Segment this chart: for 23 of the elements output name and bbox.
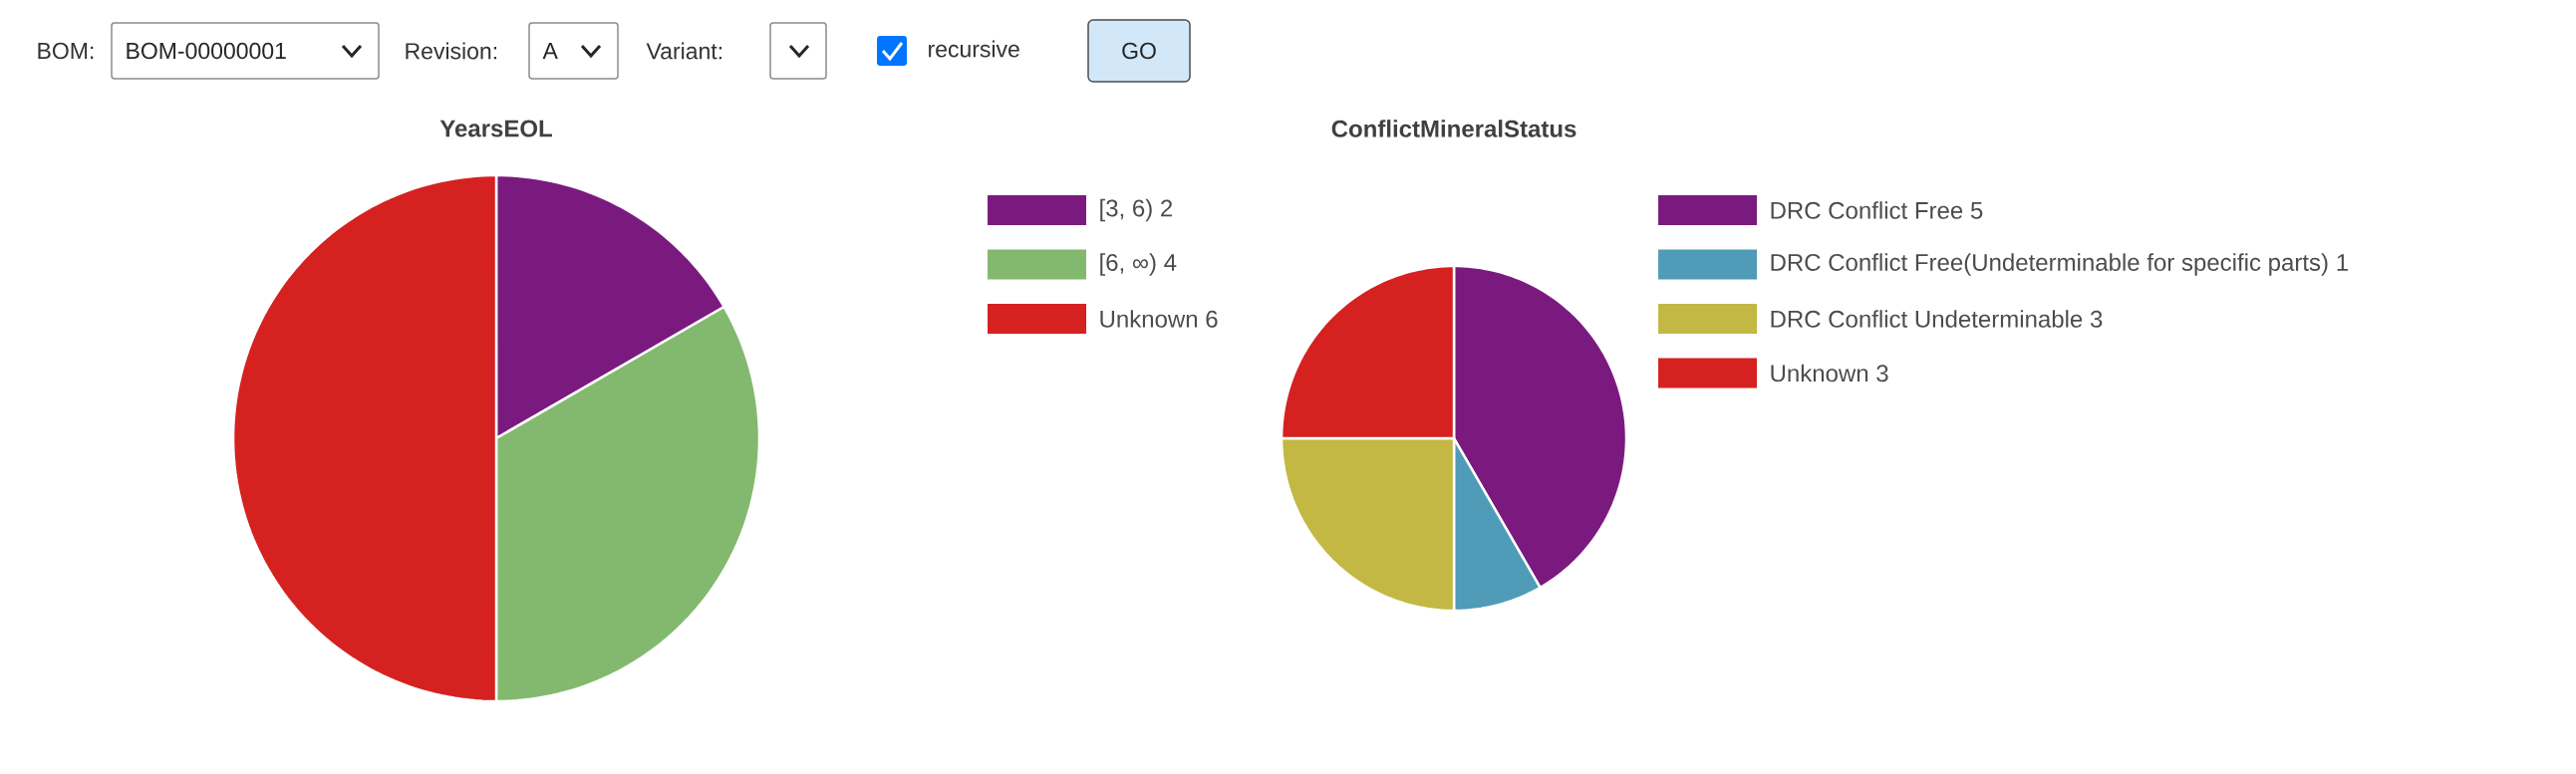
text: recursive [929, 40, 1019, 58]
legend-label: DRC Conflict Free [1771, 201, 1963, 219]
data-label: 6 [1206, 310, 1218, 328]
text: Variant: [646, 42, 721, 60]
data-label: 4 [1164, 254, 1177, 271]
text: Revision: [406, 42, 497, 60]
data-label: 3 [1876, 365, 1888, 383]
data-label: 2 [1161, 199, 1173, 217]
data-label: 3 [2090, 310, 2103, 328]
legend-label: [6, ∞) [1100, 253, 1156, 276]
data-label: 5 [1970, 202, 1983, 219]
legend-label: Unknown [1771, 364, 1868, 383]
chart-title: ConflictMineralStatus [1331, 120, 1576, 137]
text: GO [1122, 42, 1156, 60]
text: A [542, 43, 558, 59]
text: BOM: [38, 42, 94, 60]
legend-label: Unknown [1100, 310, 1198, 328]
data-label: 1 [2337, 254, 2348, 271]
legend-label: [3, 6) [1100, 198, 1152, 222]
legend-label: DRC Conflict Undeterminable [1771, 310, 2083, 328]
chart-title: YearsEOL [439, 120, 552, 137]
text: BOM-00000001 [127, 42, 286, 60]
legend-label: DRC Conflict Free(Undeterminable for specific parts) [1771, 253, 2328, 276]
